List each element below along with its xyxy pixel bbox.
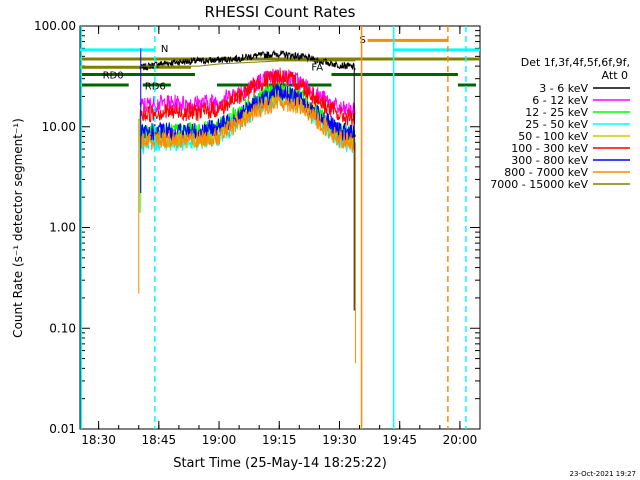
x-tick-label: 19:00: [202, 433, 237, 447]
series-line: [139, 93, 356, 153]
series-line: [139, 69, 356, 127]
x-tick-label: 18:45: [142, 433, 177, 447]
y-tick-label: 10.00: [42, 120, 76, 134]
flag-label-s: S: [360, 35, 366, 46]
legend-label: 100 - 300 keV: [511, 142, 588, 155]
flag-label-rd0: RD0: [103, 71, 124, 82]
chart-title: RHESSI Count Rates: [205, 3, 356, 21]
legend-label: 800 - 7000 keV: [504, 166, 588, 179]
footer-date: 23-Oct-2021 19:27: [570, 470, 636, 478]
x-tick-label: 18:30: [81, 433, 116, 447]
series-line: [139, 49, 356, 71]
legend-header-line-2: Att 0: [602, 69, 628, 82]
x-axis-label: Start Time (25-May-14 18:25:22): [173, 456, 387, 471]
legend-label: 12 - 25 keV: [525, 106, 588, 119]
legend-label: 7000 - 15000 keV: [490, 178, 588, 191]
y-tick-label: 0.01: [49, 422, 76, 436]
x-tick-label: 19:15: [262, 433, 297, 447]
x-tick-label: 19:45: [382, 433, 417, 447]
legend-label: 3 - 6 keV: [539, 82, 588, 95]
legend-label: 300 - 800 keV: [511, 154, 588, 167]
x-tick-label: 19:30: [322, 433, 357, 447]
legend-label: 25 - 50 keV: [525, 118, 588, 131]
flag-label-n: N: [161, 44, 168, 55]
legend-label: 50 - 100 keV: [518, 130, 588, 143]
y-axis-label: Count Rate (s⁻¹ detector segment⁻¹): [11, 118, 25, 338]
y-tick-label: 0.10: [49, 321, 76, 335]
y-tick-label: 100.00: [34, 19, 76, 33]
x-tick-label: 20:00: [443, 433, 478, 447]
flag-label-fa: FA: [311, 63, 323, 74]
y-tick-label: 1.00: [49, 221, 76, 235]
legend-header-line-1: Det 1f,3f,4f,5f,6f,9f,: [521, 56, 630, 69]
legend-label: 6 - 12 keV: [532, 94, 588, 107]
series-line: [140, 60, 356, 67]
